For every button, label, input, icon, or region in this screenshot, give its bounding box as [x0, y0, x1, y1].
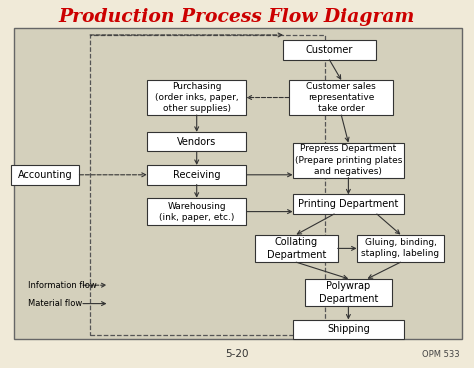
Text: Vendors: Vendors	[177, 137, 216, 147]
Bar	[147, 165, 246, 185]
Bar	[289, 80, 393, 115]
Bar	[11, 165, 79, 185]
Bar	[292, 319, 404, 339]
Text: Prepress Department
(Prepare printing plates
and negatives): Prepress Department (Prepare printing pl…	[295, 145, 402, 176]
Bar	[292, 143, 404, 178]
Bar	[255, 235, 337, 262]
Bar	[304, 279, 392, 306]
Text: Shipping: Shipping	[327, 324, 370, 335]
Bar	[292, 195, 404, 214]
Text: Polywrap
Department: Polywrap Department	[319, 282, 378, 304]
Text: Collating
Department: Collating Department	[266, 237, 326, 259]
Text: Accounting: Accounting	[18, 170, 73, 180]
Text: 5-20: 5-20	[225, 349, 249, 359]
Bar	[356, 235, 444, 262]
Text: Gluing, binding,
stapling, labeling: Gluing, binding, stapling, labeling	[362, 238, 439, 258]
Text: Receiving: Receiving	[173, 170, 220, 180]
Bar	[147, 198, 246, 225]
Text: Information flow: Information flow	[28, 281, 97, 290]
Text: Customer sales
representative
take order: Customer sales representative take order	[306, 82, 376, 113]
Bar	[90, 35, 325, 335]
Text: Customer: Customer	[306, 45, 353, 55]
Text: Purchasing
(order inks, paper,
other supplies): Purchasing (order inks, paper, other sup…	[155, 82, 238, 113]
Text: Warehousing
(ink, paper, etc.): Warehousing (ink, paper, etc.)	[159, 202, 235, 222]
Bar	[14, 28, 462, 339]
Text: OPM 533: OPM 533	[422, 350, 460, 358]
Text: Printing Department: Printing Department	[298, 199, 399, 209]
Bar	[147, 80, 246, 115]
Bar	[283, 40, 375, 60]
Text: Production Process Flow Diagram: Production Process Flow Diagram	[59, 8, 415, 25]
Text: Material flow: Material flow	[28, 299, 82, 308]
Bar	[147, 132, 246, 152]
